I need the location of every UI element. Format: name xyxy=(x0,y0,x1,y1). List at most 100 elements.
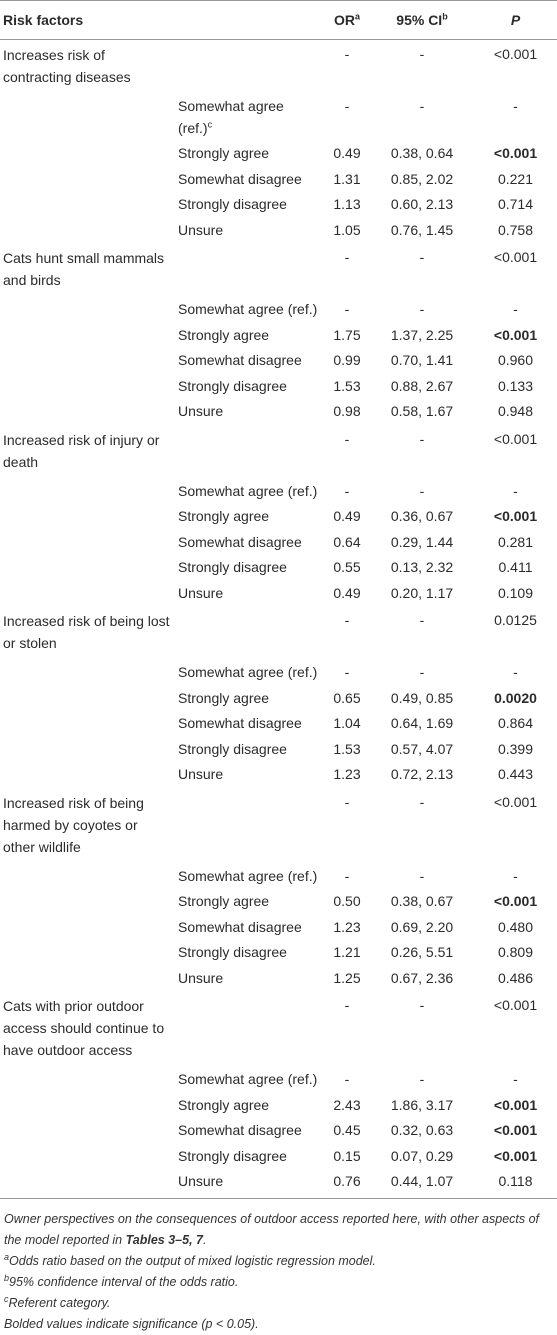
level-label: Unsure xyxy=(178,969,224,986)
ci-cell: 0.38, 0.64 xyxy=(390,145,454,161)
ci-cell: - xyxy=(419,1071,425,1087)
empty-cell xyxy=(0,530,174,556)
level-cell: Unsure xyxy=(174,218,324,244)
or-cell: 1.53 xyxy=(333,740,361,757)
p-cell: 0.281 xyxy=(497,533,534,550)
factor-row: Cats hunt small mammals and birds - - <0.00… xyxy=(0,243,557,297)
ci-cell: - xyxy=(419,612,425,628)
level-cell: Strongly disagree xyxy=(174,374,324,400)
header-text: 95% CI xyxy=(396,12,443,28)
p-cell: <0.001 xyxy=(493,1096,538,1113)
ci-cell: 0.13, 2.32 xyxy=(390,559,454,575)
level-row: Somewhat agree (ref.) - - - xyxy=(0,1067,557,1093)
empty-cell xyxy=(0,1067,174,1093)
or-cell: - xyxy=(344,482,350,499)
ci-cell: 0.72, 2.13 xyxy=(390,766,454,782)
level-cell: Unsure xyxy=(174,966,324,992)
empty-cell xyxy=(0,218,174,244)
ci-cell: - xyxy=(419,301,425,317)
p-cell: 0.221 xyxy=(497,170,534,187)
ci-cell: 0.20, 1.17 xyxy=(390,584,454,601)
ci-cell: 0.60, 2.13 xyxy=(390,196,454,212)
ci-cell: - xyxy=(419,867,425,884)
level-cell: Unsure xyxy=(174,1169,324,1199)
empty-cell xyxy=(0,581,174,607)
or-cell: 1.53 xyxy=(333,377,361,394)
level-cell: Somewhat agree (ref.) xyxy=(174,1067,324,1093)
p-cell: 0.0125 xyxy=(494,612,537,628)
ci-cell: 0.07, 0.29 xyxy=(390,1147,454,1164)
p-cell: 0.486 xyxy=(497,969,534,986)
p-cell: <0.001 xyxy=(493,508,538,524)
footnote-text: 95% confidence interval of the odds rati… xyxy=(9,1274,239,1289)
factor-label: Increased risk of being lost or stolen xyxy=(3,613,170,651)
level-cell: Somewhat disagree xyxy=(174,915,324,941)
empty-cell xyxy=(174,606,324,660)
level-cell: Somewhat agree (ref.)c xyxy=(174,94,324,141)
ci-cell: 0.36, 0.67 xyxy=(390,508,454,524)
ci-cell: 0.64, 1.69 xyxy=(390,715,454,731)
level-label: Unsure xyxy=(178,766,224,782)
p-cell: 0.133 xyxy=(497,377,534,394)
footnote: aOdds ratio based on the output of mixed… xyxy=(4,1251,553,1272)
level-cell: Somewhat disagree xyxy=(174,167,324,193)
ci-cell: 0.44, 1.07 xyxy=(370,1169,474,1199)
level-cell: Strongly disagree xyxy=(174,940,324,966)
level-label: Somewhat agree (ref.) xyxy=(178,98,284,136)
footnote-marker: c xyxy=(4,1293,9,1304)
empty-cell xyxy=(0,94,174,141)
level-row: Somewhat agree (ref.) - - - xyxy=(0,864,557,890)
empty-cell xyxy=(0,348,174,374)
or-cell: 1.31 xyxy=(333,170,361,187)
ci-cell: - xyxy=(419,249,425,265)
level-label: Strongly agree xyxy=(178,1096,270,1113)
level-row: Unsure 1.23 0.72, 2.13 0.443 xyxy=(0,762,557,788)
or-cell: - xyxy=(344,1071,350,1087)
or-cell: 0.50 xyxy=(333,893,361,909)
or-cell: 1.25 xyxy=(333,969,361,986)
level-label: Strongly agree xyxy=(178,508,270,524)
level-row: Somewhat agree (ref.)c - - - xyxy=(0,94,557,141)
p-cell: 0.411 xyxy=(498,559,533,575)
ci-cell: 0.57, 4.07 xyxy=(390,740,454,757)
level-row: Strongly agree 0.65 0.49, 0.85 0.0020 xyxy=(0,686,557,712)
p-cell: <0.001 xyxy=(493,249,538,265)
ci-cell: 1.37, 2.25 xyxy=(390,326,454,343)
p-cell: - xyxy=(513,482,518,499)
level-cell: Strongly agree xyxy=(174,504,324,530)
p-cell: - xyxy=(513,98,518,114)
empty-cell xyxy=(0,864,174,890)
p-cell: 0.948 xyxy=(497,403,534,419)
level-label: Somewhat disagree xyxy=(178,715,302,731)
or-cell: 0.49 xyxy=(333,508,361,524)
or-cell: 1.21 xyxy=(333,944,361,960)
footnote-marker: b xyxy=(4,1272,10,1283)
or-cell: 0.55 xyxy=(333,559,361,575)
empty-cell xyxy=(174,40,324,95)
header-superscript: a xyxy=(354,11,360,22)
footnote: Bolded values indicate significance (p <… xyxy=(4,1314,553,1335)
p-cell: 0.443 xyxy=(497,766,534,782)
ci-cell: 1.86, 3.17 xyxy=(390,1096,454,1113)
ci-cell: 0.49, 0.85 xyxy=(390,689,454,706)
level-row: Strongly disagree 1.53 0.57, 4.07 0.399 xyxy=(0,737,557,763)
p-cell: 0.758 xyxy=(497,221,534,238)
or-cell: 0.49 xyxy=(333,584,361,601)
level-cell: Strongly disagree xyxy=(174,1144,324,1170)
empty-cell xyxy=(174,788,324,864)
p-cell: - xyxy=(513,301,518,317)
column-header: ORa xyxy=(324,0,370,40)
ci-cell: 0.32, 0.63 xyxy=(390,1122,454,1138)
level-row: Somewhat disagree 0.45 0.32, 0.63 <0.001 xyxy=(0,1118,557,1144)
ci-cell: - xyxy=(419,997,425,1013)
level-label: Strongly agree xyxy=(178,689,270,706)
empty-cell xyxy=(0,297,174,323)
footnote-marker: a xyxy=(4,1251,10,1262)
empty-cell xyxy=(174,991,324,1067)
empty-cell xyxy=(0,504,174,530)
level-row: Unsure 0.76 0.44, 1.07 0.118 xyxy=(0,1169,557,1199)
level-cell: Somewhat agree (ref.) xyxy=(174,479,324,505)
factor-label: Cats with prior outdoor access should co… xyxy=(3,998,165,1058)
or-cell: 1.23 xyxy=(333,766,361,782)
or-cell: 1.75 xyxy=(333,326,361,343)
